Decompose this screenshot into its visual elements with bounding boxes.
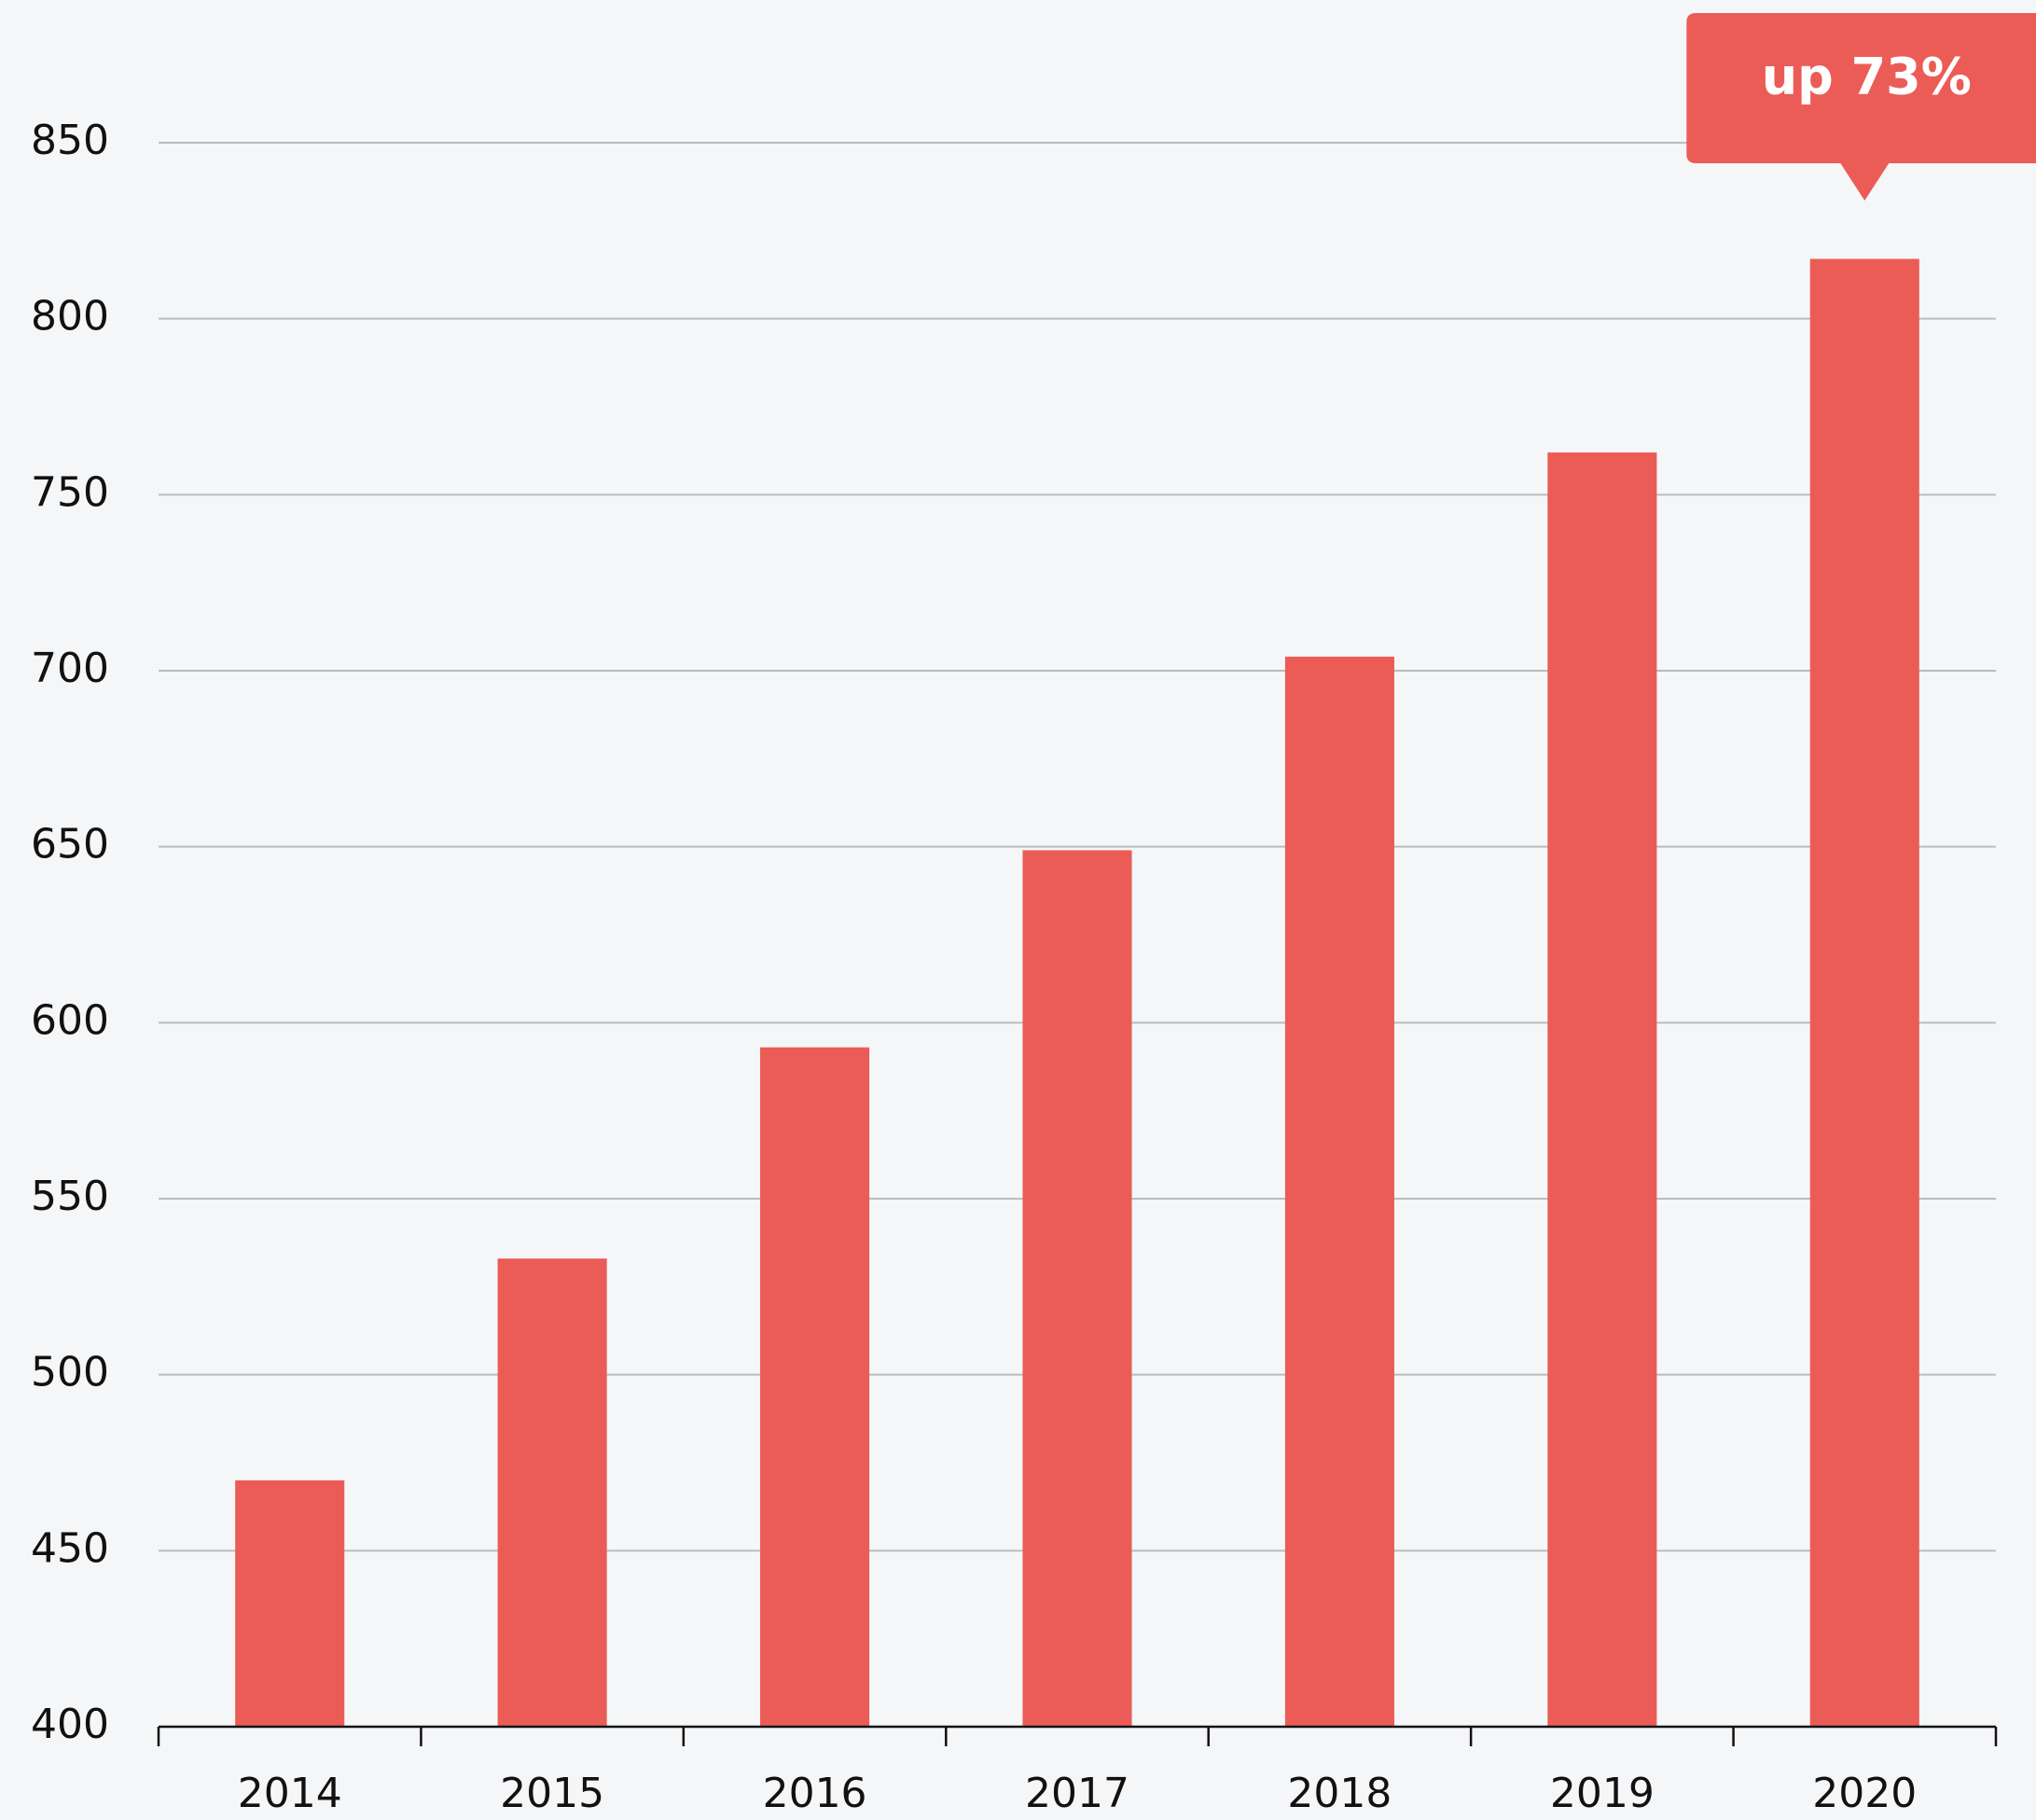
y-tick-label: 800 xyxy=(31,293,109,340)
y-tick-label: 600 xyxy=(31,996,109,1044)
y-tick-label: 700 xyxy=(31,645,109,692)
bar xyxy=(235,1480,345,1727)
callout-text: up 73% xyxy=(1762,48,1972,106)
y-tick-label: 850 xyxy=(31,117,109,164)
y-tick-label: 400 xyxy=(31,1701,109,1748)
bar xyxy=(1547,452,1657,1727)
x-tick-label: 2018 xyxy=(1287,1770,1392,1817)
callout-box xyxy=(1686,13,2036,201)
y-tick-label: 450 xyxy=(31,1524,109,1572)
y-tick-label: 650 xyxy=(31,821,109,868)
x-tick-label: 2020 xyxy=(1812,1770,1917,1817)
x-tick-label: 2014 xyxy=(238,1770,342,1817)
x-tick-label: 2016 xyxy=(763,1770,867,1817)
y-tick-label: 500 xyxy=(31,1349,109,1396)
bar xyxy=(1809,258,1919,1727)
y-tick-label: 550 xyxy=(31,1173,109,1220)
bar xyxy=(497,1258,607,1727)
x-tick-label: 2015 xyxy=(500,1770,604,1817)
x-tick-label: 2019 xyxy=(1550,1770,1655,1817)
bar xyxy=(1284,656,1394,1727)
x-tick-label: 2017 xyxy=(1025,1770,1129,1817)
bar xyxy=(1022,850,1132,1727)
y-tick-label: 750 xyxy=(31,468,109,516)
bar xyxy=(760,1047,870,1727)
